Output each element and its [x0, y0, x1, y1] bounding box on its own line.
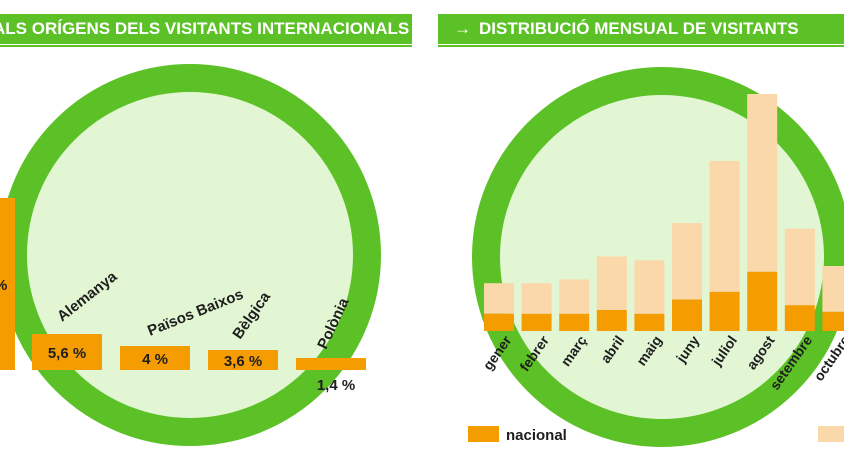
- legend-nacional-label: nacional: [506, 427, 567, 444]
- month-bar-nacional: [521, 313, 552, 331]
- header-right-rule: [438, 45, 844, 47]
- month-bar-nacional: [559, 313, 590, 331]
- month-bar-nacional: [634, 313, 665, 331]
- origin-bar: [296, 358, 366, 370]
- month-bar-nacional: [747, 271, 778, 331]
- month-bar-other: [596, 256, 627, 310]
- origin-bar: [32, 334, 102, 370]
- header-right-title: → DISTRIBUCIÓ MENSUAL DE VISITANTS: [438, 19, 799, 38]
- month-bar-other: [484, 283, 514, 314]
- header-left-rule: [0, 45, 412, 47]
- month-bar-other: [784, 228, 815, 306]
- header-right-text: DISTRIBUCIÓ MENSUAL DE VISITANTS: [479, 19, 799, 38]
- month-bar-other: [559, 279, 590, 314]
- month-bar-other: [747, 94, 778, 272]
- origin-value-label: 3,6 %: [224, 353, 262, 370]
- origin-value-label: %: [0, 277, 7, 294]
- origin-value-label: 4 %: [142, 351, 168, 368]
- month-bar-nacional: [596, 309, 627, 331]
- month-bar-other: [672, 223, 702, 300]
- left-circle: [0, 64, 381, 446]
- origin-bar: [0, 198, 15, 370]
- month-bar-other: [822, 266, 844, 312]
- month-bar-nacional: [672, 299, 702, 331]
- month-bar-other: [521, 283, 552, 314]
- legend-nacional-swatch: [468, 426, 499, 442]
- origin-value-label: 1,4 %: [317, 377, 355, 394]
- month-bar-nacional: [709, 291, 740, 331]
- month-bar-nacional: [822, 311, 844, 331]
- legend-second-swatch: [818, 426, 844, 442]
- header-left: ALS ORÍGENS DELS VISITANTS INTERNACIONAL…: [0, 14, 412, 44]
- arrow-icon: →: [454, 19, 471, 38]
- header-left-title: ALS ORÍGENS DELS VISITANTS INTERNACIONAL…: [0, 19, 410, 38]
- header-right: → DISTRIBUCIÓ MENSUAL DE VISITANTS: [438, 14, 844, 44]
- origin-bar: [120, 346, 190, 370]
- month-bar-other: [634, 260, 665, 314]
- origin-bar: [208, 350, 278, 370]
- month-bar-nacional: [784, 305, 815, 331]
- month-bar-other: [709, 160, 740, 292]
- month-bar-nacional: [484, 313, 514, 331]
- origin-value-label: 5,6 %: [48, 345, 86, 362]
